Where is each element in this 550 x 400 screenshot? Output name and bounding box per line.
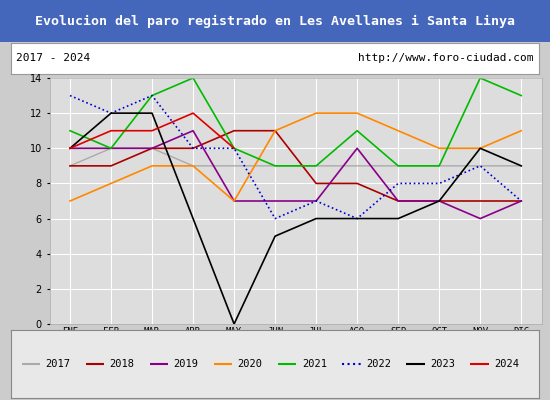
Text: 2017: 2017 — [45, 359, 70, 369]
Text: 2020: 2020 — [238, 359, 263, 369]
Text: http://www.foro-ciudad.com: http://www.foro-ciudad.com — [358, 53, 534, 63]
Text: 2024: 2024 — [494, 359, 519, 369]
Text: 2023: 2023 — [430, 359, 455, 369]
Text: Evolucion del paro registrado en Les Avellanes i Santa Linya: Evolucion del paro registrado en Les Ave… — [35, 14, 515, 28]
Text: 2022: 2022 — [366, 359, 391, 369]
Text: 2017 - 2024: 2017 - 2024 — [16, 53, 91, 63]
Text: 2018: 2018 — [109, 359, 134, 369]
Text: 2019: 2019 — [174, 359, 199, 369]
Text: 2021: 2021 — [302, 359, 327, 369]
